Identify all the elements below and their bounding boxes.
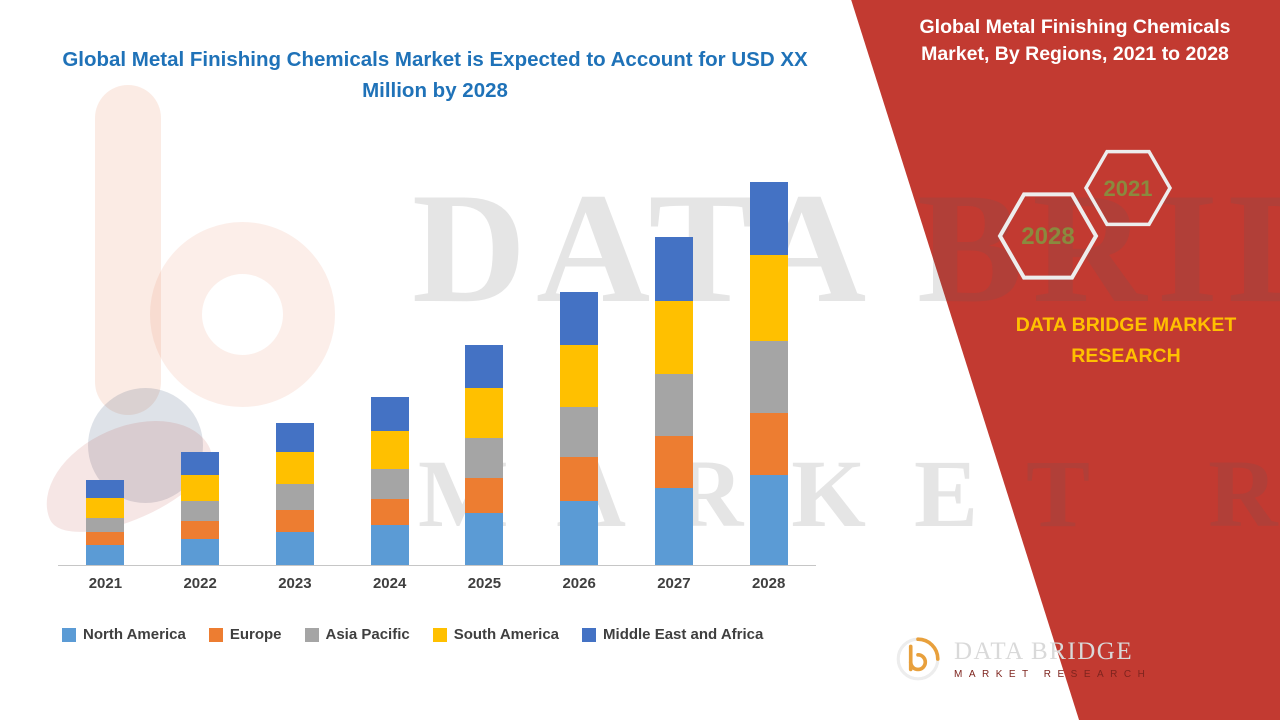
panel-title: Global Metal Finishing Chemicals Market,… [919,16,1231,65]
x-axis-label: 2027 [657,575,691,592]
stacked-bar-2023 [275,423,314,565]
bar-segment [181,501,220,521]
bar-segment [181,521,220,539]
bar-segment [560,407,599,457]
bar-segment [370,469,409,499]
bar-segment [465,513,504,565]
hexagon-2021 [1083,149,1173,227]
bar-segment [181,475,220,501]
bar-segment [654,374,693,436]
bar-segment [370,499,409,525]
bar-segment [370,431,409,469]
bar-segment [275,452,314,484]
bar-column [58,480,153,565]
bar-segment [465,478,504,513]
footer-logo: DATA BRIDGE MARKET RESEARCH [893,634,1151,684]
x-axis-label: 2026 [562,575,596,592]
legend-label: Europe [229,626,282,643]
bar-segment [749,255,788,341]
legend-swatch-icon [582,627,597,642]
stacked-bar-2022 [181,452,220,565]
legend-swatch-icon [304,627,319,642]
bar-column [627,237,722,565]
bar-segment [749,413,788,475]
legend-item: North America [62,626,186,643]
bar-segment [370,397,409,431]
legend-label: North America [83,626,186,643]
legend-item: Europe [208,626,282,643]
legend-swatch-icon [62,627,76,642]
bar-segment [86,545,125,565]
x-axis-label: 2021 [88,575,123,592]
bar-segment [749,182,788,255]
legend-label: Asia Pacific [325,626,410,643]
bar-column [153,452,248,565]
x-axis-label: 2022 [183,575,217,592]
hexagon-2028-label: 2028 [1021,223,1074,250]
hexagon-badges: 2028 2021 [997,149,1173,280]
logo-tagline: MARKET RESEARCH [954,669,1152,680]
bar-column [342,397,437,565]
bar-segment [560,345,599,407]
bar-segment [465,388,504,438]
bar-segment [749,341,788,413]
bar-segment [560,292,599,345]
stacked-bar-2021 [86,480,125,565]
bar-column [532,292,627,565]
bar-segment [465,438,504,478]
hexagon-2021-label: 2021 [1104,176,1153,201]
chart-bars [58,172,816,566]
legend-swatch-icon [208,627,223,642]
bar-segment [465,345,504,388]
bar-segment [654,436,693,488]
stacked-bar-2025 [465,345,504,565]
legend-label: Middle East and Africa [603,626,764,643]
x-axis-label: 2024 [372,575,407,592]
bar-segment [86,498,125,518]
bar-column [437,345,532,565]
chart-legend: North America Europe Asia Pacific South Ame… [58,626,816,643]
chart-x-labels: 2021 2022 2023 2024 2025 2026 2027 2028 [58,575,816,592]
legend-swatch-icon [432,627,447,642]
legend-item: Asia Pacific [304,626,410,643]
chart-title: Global Metal Finishing Chemicals Market … [62,48,808,102]
legend-label: South America [453,626,560,643]
legend-item: Middle East and Africa [582,626,763,643]
bar-segment [560,457,599,501]
bar-segment [560,501,599,565]
x-axis-label: 2025 [467,575,502,592]
x-axis-label: 2028 [751,575,786,592]
stacked-bar-2027 [654,237,693,565]
bar-segment [86,518,125,532]
bar-segment [749,475,788,565]
bar-segment [181,452,220,475]
bar-segment [86,480,125,498]
bar-segment [370,525,409,565]
bar-segment [654,237,693,301]
bar-segment [86,532,125,545]
bar-segment [654,301,693,374]
bar-segment [275,510,314,532]
stacked-bar-2024 [370,397,409,565]
bar-segment [181,539,220,565]
stacked-bar-2028 [749,182,788,565]
chart: 2021 2022 2023 2024 2025 2026 2027 2028 North A… [58,172,816,643]
legend-item: South America [432,626,560,643]
stacked-bar-2026 [560,292,599,565]
logo-name: DATA BRIDGE [954,638,1134,665]
x-axis-label: 2023 [278,575,312,592]
bar-segment [275,484,314,510]
bar-column [248,423,343,565]
bar-segment [275,423,314,452]
hexagon-2028 [997,192,1099,280]
bar-segment [275,532,314,565]
bar-segment [654,488,693,565]
bar-column [721,182,816,565]
brand-wordmark: DATA BRIDGE MARKET RESEARCH [1015,314,1237,367]
databridge-logo-icon [896,637,940,681]
